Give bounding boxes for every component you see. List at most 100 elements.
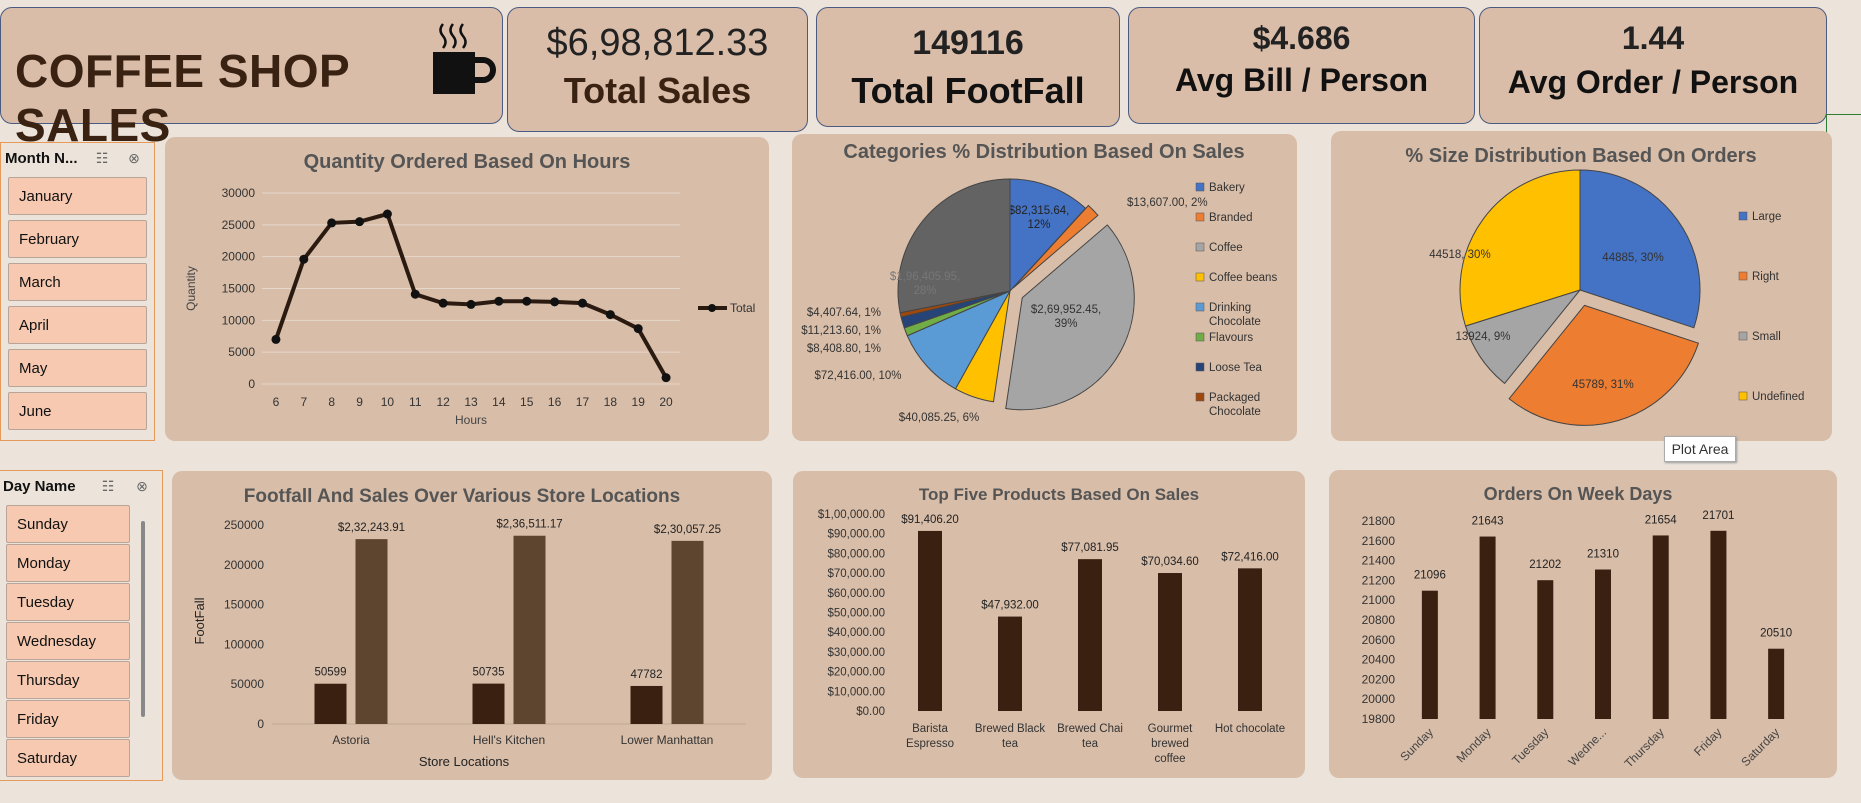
legend-label: Coffee beans	[1209, 272, 1277, 284]
y-tick-label: 200000	[224, 558, 264, 572]
data-label: $70,034.60	[1141, 556, 1199, 568]
slicer-item-wednesday[interactable]: Wednesday	[6, 622, 130, 660]
slicer-item-tuesday[interactable]: Tuesday	[6, 583, 130, 621]
chart-title: % Size Distribution Based On Orders	[1405, 145, 1756, 167]
bar	[1238, 568, 1262, 711]
chart-title: Categories % Distribution Based On Sales	[843, 141, 1244, 163]
data-label: 21643	[1472, 516, 1504, 528]
slicer-item-saturday[interactable]: Saturday	[6, 739, 130, 777]
avg-order-card: 1.44 Avg Order / Person	[1479, 7, 1827, 124]
legend-swatch	[1738, 391, 1748, 401]
bar-sales	[513, 535, 546, 724]
legend-label: Coffee	[1209, 242, 1243, 254]
data-label: $91,406.20	[901, 514, 959, 526]
x-tick-label: 20	[659, 395, 673, 409]
data-point	[522, 296, 532, 306]
slicer-item-sunday[interactable]: Sunday	[6, 505, 130, 543]
x-tick-label: 19	[632, 395, 646, 409]
y-tick-label: $50,000.00	[827, 608, 885, 620]
x-tick-label: tea	[1002, 738, 1019, 750]
legend-label: Undefined	[1752, 391, 1804, 403]
slicer-item-monday[interactable]: Monday	[6, 544, 130, 582]
products-bar-chart-panel: Top Five Products Based On Sales $1,00,00…	[793, 471, 1305, 778]
series-line	[274, 211, 668, 379]
month-slicer-title: Month N...	[5, 150, 78, 167]
y-tick-label: $90,000.00	[827, 529, 885, 541]
slicer-scrollbar[interactable]	[141, 521, 145, 717]
x-tick-label: Barista	[912, 723, 948, 735]
x-tick-label: Monday	[1454, 725, 1494, 765]
y-tick-label: 21200	[1362, 573, 1396, 587]
day-slicer[interactable]: Day Name ☷ ⊗ Sunday Monday Tuesday Wedne…	[0, 470, 163, 781]
footfall-label: Total FootFall	[851, 70, 1085, 111]
data-label: $72,416.00	[1221, 551, 1279, 563]
x-tick-label: 9	[356, 395, 363, 409]
data-point	[382, 209, 392, 219]
bar-footfall	[314, 683, 347, 724]
footfall-card: 149116 Total FootFall	[816, 7, 1120, 127]
y-tick-label: $20,000.00	[827, 667, 885, 679]
legend-label: Small	[1752, 331, 1781, 343]
bar	[998, 616, 1022, 711]
bar	[918, 530, 942, 711]
data-label: $77,081.95	[1061, 542, 1119, 554]
data-point	[577, 298, 587, 308]
slicer-item-march[interactable]: March	[8, 263, 147, 301]
pie-slice	[1459, 169, 1581, 327]
slicer-item-april[interactable]: April	[8, 306, 147, 344]
cell-selection-marker	[1826, 114, 1861, 135]
y-tick-label: 150000	[224, 598, 264, 612]
y-axis-label: Quantity	[184, 266, 198, 311]
avg-bill-value: $4.686	[1252, 20, 1351, 56]
multi-select-icon[interactable]: ☷	[101, 478, 115, 494]
pie-slice	[1508, 304, 1700, 426]
legend-label: Chocolate	[1209, 316, 1261, 328]
category-pie-chart: Categories % Distribution Based On Sales…	[801, 141, 1277, 424]
y-tick-label: $30,000.00	[827, 647, 885, 659]
data-point	[466, 299, 476, 309]
multi-select-icon[interactable]: ☷	[95, 150, 109, 166]
data-label: $13,607.00, 2%	[1127, 197, 1208, 209]
legend-label: Right	[1752, 271, 1780, 283]
data-point	[494, 296, 504, 306]
x-tick-label: 7	[300, 395, 307, 409]
slicer-item-january[interactable]: January	[8, 177, 147, 215]
hours-line-chart-panel: Quantity Ordered Based On Hours 30000 2500…	[165, 137, 769, 441]
bar	[1078, 559, 1102, 711]
legend-label: Branded	[1209, 212, 1252, 224]
slicer-item-june[interactable]: June	[8, 392, 147, 430]
y-tick-label: 100000	[224, 637, 264, 651]
y-tick-label: $10,000.00	[827, 686, 885, 698]
clear-filter-icon[interactable]: ⊗	[136, 478, 148, 494]
products-bar-chart: Top Five Products Based On Sales $1,00,00…	[818, 485, 1285, 765]
size-pie-chart-panel: % Size Distribution Based On Orders 44885…	[1331, 131, 1832, 441]
slicer-item-may[interactable]: May	[8, 349, 147, 387]
pie-slice	[1579, 169, 1701, 329]
data-label: 50735	[473, 667, 505, 679]
y-tick-label: 250000	[224, 518, 264, 532]
category-pie-chart-panel: Categories % Distribution Based On Sales…	[792, 134, 1297, 441]
x-tick-label: 18	[604, 395, 618, 409]
legend-swatch	[1738, 271, 1748, 281]
avg-order-label: Avg Order / Person	[1507, 64, 1799, 100]
y-tick-label: 50000	[231, 677, 265, 691]
pie-slice	[1012, 204, 1099, 289]
y-tick-label: 0	[257, 717, 264, 731]
legend-marker	[708, 304, 716, 312]
y-tick-label: $1,00,000.00	[818, 509, 885, 521]
data-label: 39%	[1054, 318, 1077, 330]
data-point	[605, 310, 615, 320]
clear-filter-icon[interactable]: ⊗	[128, 150, 140, 166]
bar	[1479, 536, 1496, 719]
slicer-item-thursday[interactable]: Thursday	[6, 661, 130, 699]
slicer-item-friday[interactable]: Friday	[6, 700, 130, 738]
legend-label: Drinking	[1209, 302, 1251, 314]
y-tick-label: 20000	[222, 250, 256, 264]
bar	[1595, 569, 1611, 719]
month-slicer[interactable]: Month N... ☷ ⊗ January February March Ap…	[0, 142, 155, 441]
slicer-item-february[interactable]: February	[8, 220, 147, 258]
y-tick-label: 5000	[228, 345, 255, 359]
total-sales-label: Total Sales	[563, 70, 752, 111]
legend-label: Large	[1752, 211, 1781, 223]
x-tick-label: Astoria	[332, 733, 370, 747]
